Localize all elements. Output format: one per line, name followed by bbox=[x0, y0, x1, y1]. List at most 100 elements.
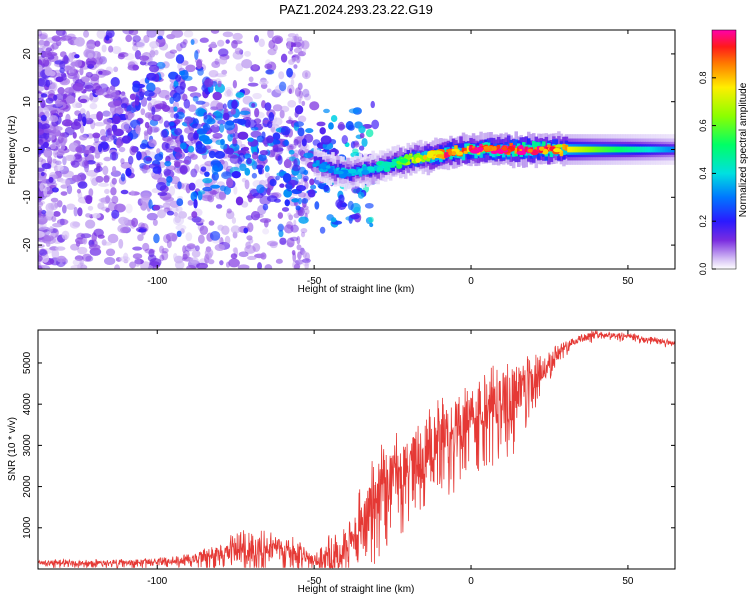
spectrogram-cell bbox=[193, 198, 198, 209]
spectrogram-cell bbox=[55, 76, 64, 83]
spectrogram-ridge-cell bbox=[461, 147, 466, 154]
spectrogram-cell bbox=[107, 127, 113, 137]
spectrogram-cell bbox=[64, 87, 75, 94]
spectrogram-cell bbox=[79, 174, 87, 181]
spectrogram-cell bbox=[48, 176, 54, 183]
spectrogram-cell bbox=[140, 108, 146, 116]
spectrogram-ridge-cell bbox=[597, 146, 601, 153]
spectrogram-cell bbox=[46, 155, 53, 166]
spectrogram-ridge-cell bbox=[584, 146, 589, 153]
spectrogram-cell bbox=[222, 31, 234, 38]
spectrogram-cell bbox=[132, 64, 139, 71]
spectrogram-cell bbox=[66, 33, 76, 39]
spectrogram-cell bbox=[38, 77, 48, 88]
spectrogram-cell bbox=[132, 246, 143, 251]
spectrogram-cell bbox=[134, 256, 141, 267]
spectrogram-cell bbox=[296, 235, 301, 245]
spectrogram-cell bbox=[256, 184, 265, 194]
spectrogram-cell bbox=[59, 61, 66, 69]
spectrogram-cell bbox=[60, 35, 73, 41]
spectrogram-cell bbox=[218, 48, 229, 57]
spectrogram-cell bbox=[40, 93, 48, 98]
spectrogram-cell bbox=[300, 227, 308, 234]
spectrogram-cell bbox=[173, 211, 179, 217]
colorbar-tick-label: 0.4 bbox=[698, 167, 708, 180]
spectrogram-cell bbox=[214, 58, 220, 65]
spectrogram-cell bbox=[247, 82, 259, 87]
spectrogram-ridge-cell bbox=[572, 146, 576, 153]
spectrogram-cell bbox=[69, 53, 77, 60]
spectrogram-cell bbox=[291, 57, 298, 63]
spectrogram-y-axis-label: Frequency (Hz) bbox=[7, 116, 18, 185]
y-tick-label: 1000 bbox=[22, 516, 33, 539]
spectrogram-cell bbox=[78, 134, 88, 141]
spectrogram-cell bbox=[266, 88, 272, 93]
spectrogram-cell bbox=[130, 190, 135, 196]
spectrogram-cell bbox=[274, 37, 282, 45]
spectrogram-ridge-cell bbox=[614, 146, 619, 153]
spectrogram-cell bbox=[287, 50, 294, 55]
spectrogram-cell bbox=[243, 50, 252, 57]
spectrogram-cell bbox=[288, 179, 299, 186]
spectrogram-peak bbox=[492, 145, 497, 151]
spectrogram-ridge-cell bbox=[562, 143, 566, 150]
spectrogram-cell bbox=[105, 248, 116, 257]
spectrogram-cell bbox=[232, 79, 238, 89]
spectrogram-cell bbox=[38, 157, 44, 163]
spectrogram-cell bbox=[252, 243, 261, 252]
spectrogram-cell bbox=[147, 102, 153, 112]
spectrogram-cell bbox=[188, 104, 197, 112]
spectrogram-cell bbox=[81, 76, 90, 83]
spectrogram-cell bbox=[118, 146, 126, 153]
spectrogram-cell bbox=[247, 192, 253, 203]
spectrogram-cell bbox=[245, 241, 251, 250]
spectrogram-cell bbox=[288, 214, 294, 221]
spectrogram-cell bbox=[301, 138, 307, 147]
spectrogram-cell bbox=[197, 68, 204, 76]
spectrogram-cell bbox=[190, 39, 195, 45]
x-tick-label: -100 bbox=[147, 276, 167, 287]
spectrogram-cell bbox=[221, 69, 228, 75]
spectrogram-cell bbox=[337, 121, 345, 131]
spectrogram-cell bbox=[120, 122, 130, 132]
spectrogram-cell bbox=[176, 230, 182, 238]
spectrogram-cell bbox=[198, 135, 210, 142]
spectrogram-cell bbox=[89, 92, 94, 101]
spectrogram-cell bbox=[53, 148, 59, 158]
spectrogram-ridge-cell bbox=[514, 147, 518, 154]
spectrogram-ridge-cell bbox=[612, 146, 616, 153]
spectrogram-cell bbox=[88, 244, 101, 251]
spectrogram-cell bbox=[177, 62, 183, 71]
spectrogram-ridge-cell bbox=[624, 146, 629, 153]
spectrogram-cell bbox=[144, 90, 155, 97]
spectrogram-cell bbox=[59, 51, 67, 58]
spectrogram-cell bbox=[347, 200, 354, 211]
spectrogram-cell bbox=[293, 64, 298, 69]
spectrogram-cell bbox=[232, 118, 243, 124]
spectrogram-cell bbox=[252, 64, 259, 70]
spectrogram-ridge-cell bbox=[567, 146, 571, 153]
spectrogram-cell bbox=[297, 251, 302, 260]
spectrogram-cell bbox=[196, 59, 203, 70]
spectrogram-cell bbox=[85, 219, 96, 229]
spectrogram-cell bbox=[154, 153, 164, 161]
spectrogram-cell bbox=[218, 57, 228, 65]
spectrogram-cell bbox=[40, 99, 46, 109]
spectrogram-cell bbox=[118, 216, 129, 225]
spectrogram-peak bbox=[355, 171, 361, 175]
spectrogram-cell bbox=[306, 161, 315, 169]
spectrogram-cell bbox=[161, 104, 171, 112]
spectrogram-cell bbox=[247, 137, 254, 142]
spectrogram-cell bbox=[208, 47, 213, 53]
spectrogram-cell bbox=[52, 222, 63, 228]
spectrogram-cell bbox=[92, 132, 101, 139]
spectrogram-cell bbox=[228, 258, 240, 268]
spectrogram-cell bbox=[293, 138, 299, 146]
spectrogram-cell bbox=[302, 250, 307, 258]
spectrogram-ridge-cell bbox=[629, 146, 634, 153]
spectrogram-cell bbox=[139, 143, 147, 150]
spectrogram-cell bbox=[301, 100, 306, 106]
spectrogram-cell bbox=[218, 190, 227, 201]
spectrogram-cell bbox=[71, 174, 82, 182]
spectrogram-cell bbox=[293, 47, 303, 54]
